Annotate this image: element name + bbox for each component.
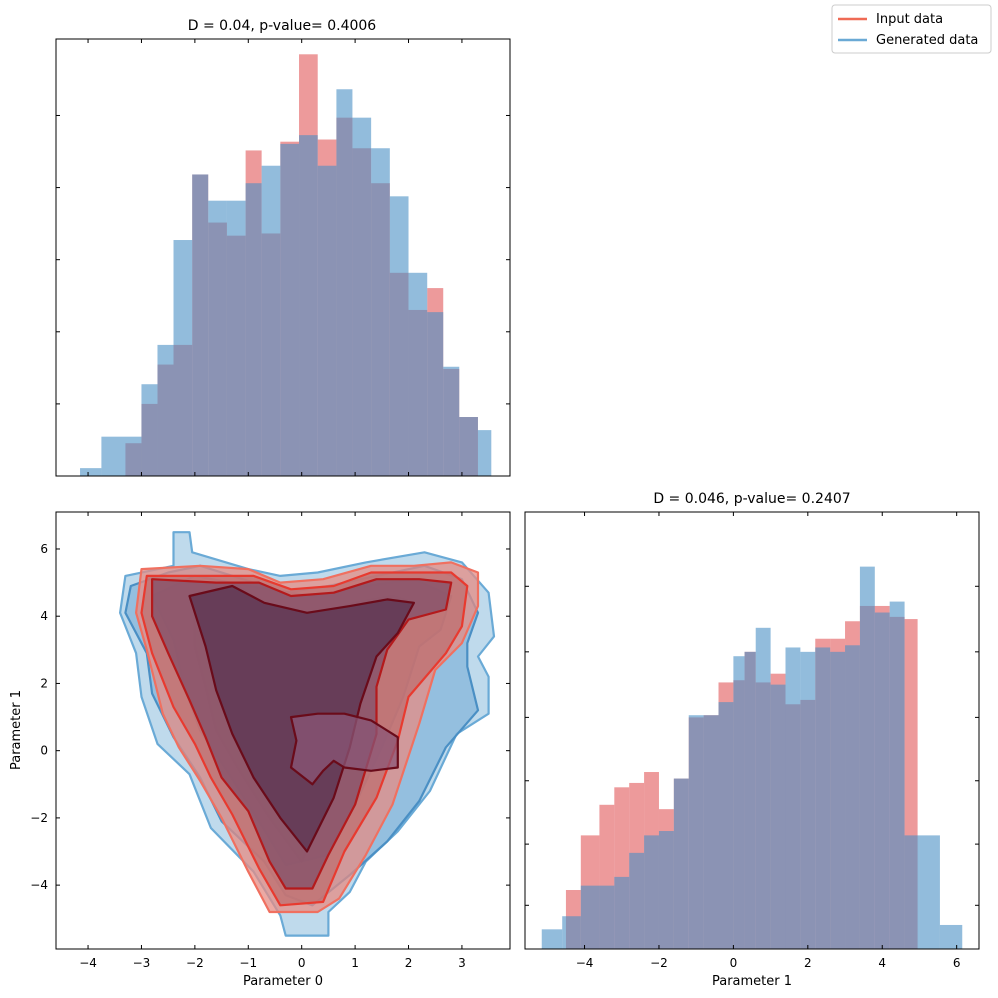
histogram-bar [443, 366, 460, 476]
histogram-bar [101, 436, 142, 476]
x-tick-label: 2 [804, 956, 812, 970]
histogram-bar [644, 835, 659, 949]
histogram-bar [874, 612, 890, 949]
panel-0-bars [80, 54, 492, 477]
legend-label-generated: Generated data [876, 33, 978, 48]
panel-0-ticks [56, 39, 510, 476]
x-tick-label: 0 [298, 956, 306, 970]
histogram-bar [459, 417, 478, 476]
panel-0-frame [55, 38, 511, 477]
contour-level [289, 712, 399, 786]
panel-histogram-parameter-0: D = 0.04, p-value= 0.4006 [55, 18, 511, 477]
x-tick-label: −4 [79, 956, 97, 970]
x-tick-label: −3 [133, 956, 151, 970]
histogram-bar [408, 272, 428, 476]
y-tick-label: −4 [30, 878, 48, 892]
histogram-bar [845, 645, 860, 949]
histogram-bar [770, 684, 786, 949]
panel-1-contours [118, 531, 496, 937]
legend-label-input: Input data [876, 12, 943, 27]
histogram-bar [477, 430, 492, 476]
x-tick-label: 1 [351, 956, 359, 970]
histogram-bar [599, 885, 615, 949]
histogram-bar [800, 651, 816, 949]
histogram-bar [815, 647, 831, 949]
histogram-bar [317, 165, 337, 477]
panel-2-xlabel: Parameter 1 [712, 974, 792, 989]
histogram-bar [939, 924, 963, 949]
y-tick-label: 6 [40, 542, 48, 556]
legend-box [831, 4, 992, 54]
histogram-bar [889, 601, 905, 949]
y-tick-label: 2 [40, 676, 48, 690]
panel-1-frame [55, 511, 511, 950]
histogram-bar [141, 384, 158, 476]
x-tick-label: −1 [239, 956, 257, 970]
histogram-bar [755, 627, 771, 949]
histogram-bar [427, 312, 444, 476]
histogram-bar [580, 885, 600, 949]
panel-2-frame [524, 511, 980, 950]
histogram-bar [688, 715, 704, 949]
x-tick-label: −2 [650, 956, 668, 970]
panel-histogram-parameter-1: D = 0.046, p-value= 0.2407 −4 −2 0 2 4 6 Para… [524, 491, 980, 989]
panel-joint-contour: −4 −3 −2 −1 0 1 2 3 −4 −2 0 2 4 6 Parameter 0 Paramet… [9, 511, 511, 989]
histogram-bar [658, 831, 674, 949]
x-tick-label: 2 [405, 956, 413, 970]
panel-1-ticks: −4 −3 −2 −1 0 1 2 3 −4 −2 0 2 4 6 [30, 512, 510, 970]
histogram-bar [744, 651, 756, 949]
x-tick-label: −4 [576, 956, 594, 970]
histogram-bar [157, 344, 174, 476]
histogram-bar [280, 143, 300, 476]
histogram-bar [226, 200, 246, 476]
histogram-bar [830, 651, 846, 949]
x-tick-label: 4 [878, 956, 886, 970]
histogram-bar [299, 135, 318, 476]
panel-2-title: D = 0.046, p-value= 0.2407 [653, 491, 850, 507]
legend: Input data Generated data [831, 4, 992, 54]
x-tick-label: −2 [186, 956, 204, 970]
histogram-bar [245, 183, 262, 476]
y-tick-label: −2 [30, 811, 48, 825]
histogram-bar [785, 647, 801, 949]
histogram-bar [919, 835, 940, 949]
y-tick-label: 4 [40, 609, 48, 623]
histogram-bar [733, 656, 745, 949]
histogram-bar [208, 200, 227, 476]
panel-2-bars [541, 566, 963, 949]
histogram-bar [541, 929, 563, 949]
histogram-bar [352, 117, 372, 476]
histogram-bar [904, 835, 920, 949]
histogram-bar [336, 89, 353, 476]
histogram-bar [389, 196, 409, 476]
histogram-bar [614, 876, 630, 949]
x-tick-label: 0 [730, 956, 738, 970]
y-tick-label: 0 [40, 744, 48, 758]
histogram-bar [261, 165, 281, 477]
histogram-bar [718, 702, 734, 949]
panel-0-title: D = 0.04, p-value= 0.4006 [188, 18, 377, 34]
histogram-bar [562, 916, 581, 949]
histogram-bar [629, 852, 645, 949]
histogram-bar [859, 566, 875, 949]
histogram-bar [371, 148, 390, 476]
panel-1-xlabel: Parameter 0 [243, 974, 323, 989]
histogram-bar [192, 174, 209, 476]
histogram-bar [80, 468, 102, 476]
histogram-bar [673, 778, 689, 949]
histogram-bar [703, 715, 719, 949]
panel-2-ticks: −4 −2 0 2 4 6 [525, 512, 979, 970]
histogram-bar [173, 240, 193, 476]
x-tick-label: 3 [458, 956, 466, 970]
panel-1-ylabel: Parameter 1 [9, 690, 24, 770]
x-tick-label: 6 [953, 956, 961, 970]
